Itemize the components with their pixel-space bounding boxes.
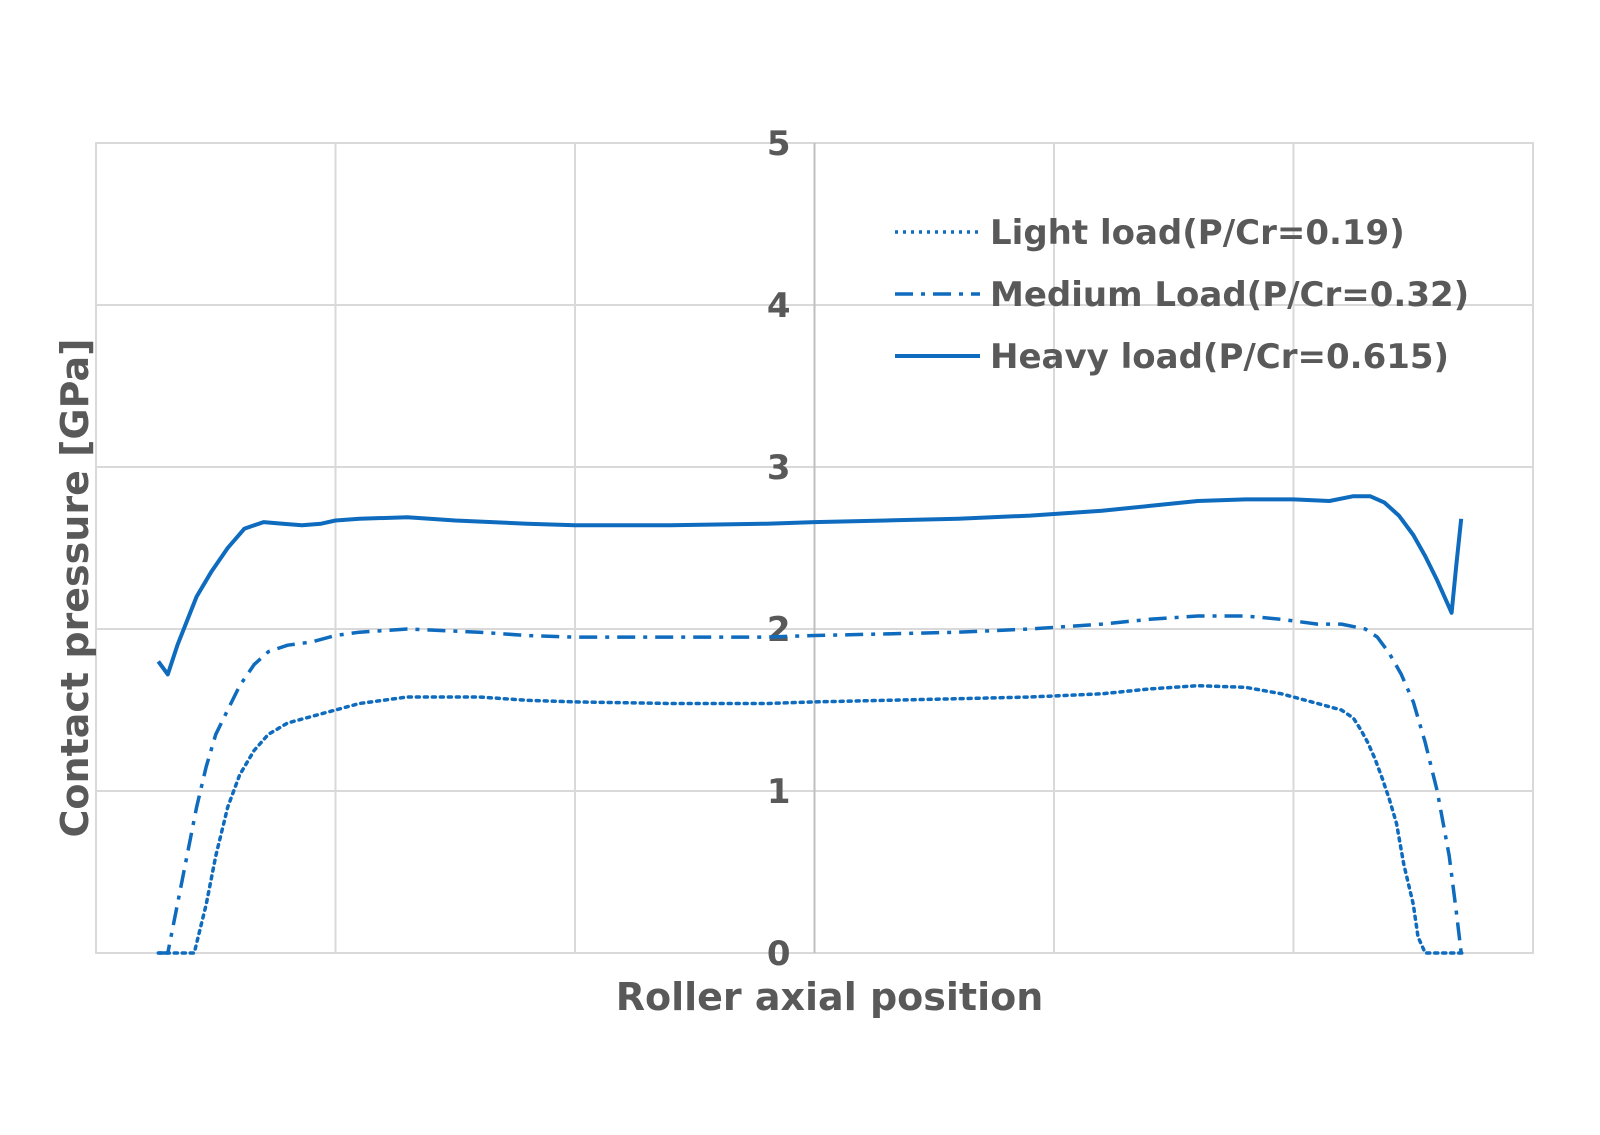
legend-label-1: Light load(P/Cr=0.19) xyxy=(990,213,1405,253)
y-tick-label: 5 xyxy=(767,124,791,164)
legend-label-2: Medium Load(P/Cr=0.32) xyxy=(990,275,1469,315)
series-layer xyxy=(156,494,1466,955)
y-tick-labels: 0 1 2 3 4 5 xyxy=(767,124,791,974)
y-axis-title: Contact pressure [GPa] xyxy=(53,339,97,838)
y-tick-label: 3 xyxy=(767,448,791,488)
y-tick-label: 0 xyxy=(767,934,791,974)
legend: Light load(P/Cr=0.19) Medium Load(P/Cr=0.… xyxy=(895,213,1469,377)
legend-label-3: Heavy load(P/Cr=0.615) xyxy=(990,337,1449,377)
series-line-1 xyxy=(156,683,1466,955)
series-line-2 xyxy=(158,614,1463,955)
series-line-3 xyxy=(156,494,1464,677)
y-tick-label: 4 xyxy=(767,286,791,326)
y-tick-label: 2 xyxy=(767,610,791,650)
y-tick-label: 1 xyxy=(767,772,791,812)
x-axis-title: Roller axial position xyxy=(616,975,1044,1019)
